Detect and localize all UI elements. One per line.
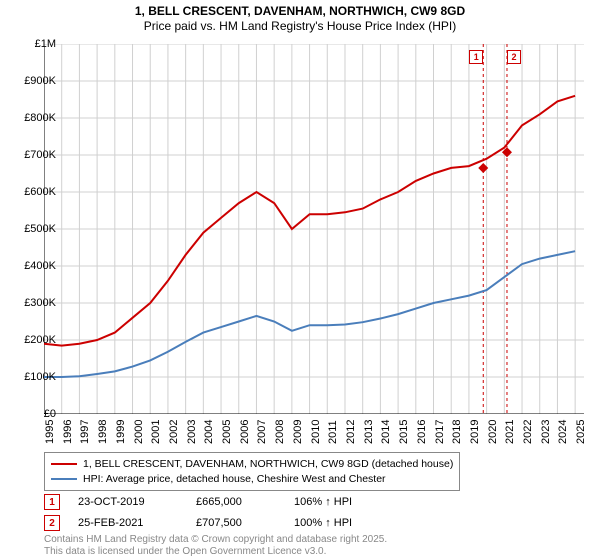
y-tick-label: £800K <box>6 112 56 124</box>
x-tick-label: 2002 <box>168 420 180 444</box>
sale-marker-2: 2 <box>44 515 60 531</box>
sale-pct-2: 100% ↑ HPI <box>294 517 394 529</box>
footer-line2: This data is licensed under the Open Gov… <box>44 546 387 558</box>
title-block: 1, BELL CRESCENT, DAVENHAM, NORTHWICH, C… <box>0 0 600 34</box>
x-tick-label: 2020 <box>487 420 499 444</box>
y-tick-label: £700K <box>6 149 56 161</box>
y-tick-label: £500K <box>6 223 56 235</box>
legend-swatch-price <box>51 463 77 465</box>
y-tick-label: £100K <box>6 371 56 383</box>
x-tick-label: 2025 <box>575 420 587 444</box>
x-tick-label: 2013 <box>363 420 375 444</box>
x-tick-label: 2001 <box>150 420 162 444</box>
x-tick-label: 1997 <box>79 420 91 444</box>
y-tick-label: £600K <box>6 186 56 198</box>
sale-marker-1-label: 1 <box>469 50 483 64</box>
title-subtitle: Price paid vs. HM Land Registry's House … <box>0 19 600 34</box>
x-tick-label: 2008 <box>274 420 286 444</box>
x-tick-label: 2023 <box>540 420 552 444</box>
y-tick-label: £1M <box>6 38 56 50</box>
legend-row-price: 1, BELL CRESCENT, DAVENHAM, NORTHWICH, C… <box>51 457 453 472</box>
x-tick-label: 2011 <box>327 420 339 444</box>
x-tick-label: 1995 <box>44 420 56 444</box>
x-tick-label: 1999 <box>115 420 127 444</box>
x-tick-label: 2024 <box>557 420 569 444</box>
legend-row-hpi: HPI: Average price, detached house, Ches… <box>51 472 453 487</box>
title-address: 1, BELL CRESCENT, DAVENHAM, NORTHWICH, C… <box>0 4 600 19</box>
footer-line1: Contains HM Land Registry data © Crown c… <box>44 534 387 546</box>
x-tick-label: 2010 <box>310 420 322 444</box>
x-tick-label: 2007 <box>256 420 268 444</box>
x-tick-label: 2000 <box>133 420 145 444</box>
x-tick-label: 2018 <box>451 420 463 444</box>
y-tick-label: £200K <box>6 334 56 346</box>
legend-swatch-hpi <box>51 478 77 480</box>
sale-row-2: 2 25-FEB-2021 £707,500 100% ↑ HPI <box>44 515 394 531</box>
x-tick-label: 1996 <box>62 420 74 444</box>
x-tick-label: 2016 <box>416 420 428 444</box>
sale-pct-1: 106% ↑ HPI <box>294 496 394 508</box>
sale-row-1: 1 23-OCT-2019 £665,000 106% ↑ HPI <box>44 494 394 510</box>
x-tick-label: 2005 <box>221 420 233 444</box>
sale-marker-2-label: 2 <box>507 50 521 64</box>
x-tick-label: 2022 <box>522 420 534 444</box>
sale-date-1: 23-OCT-2019 <box>78 496 178 508</box>
x-tick-label: 2015 <box>398 420 410 444</box>
y-tick-label: £300K <box>6 297 56 309</box>
sale-date-2: 25-FEB-2021 <box>78 517 178 529</box>
x-tick-label: 2017 <box>434 420 446 444</box>
x-tick-label: 2003 <box>186 420 198 444</box>
x-tick-label: 2012 <box>345 420 357 444</box>
x-tick-label: 2019 <box>469 420 481 444</box>
x-tick-label: 2009 <box>292 420 304 444</box>
sale-price-1: £665,000 <box>196 496 276 508</box>
y-tick-label: £900K <box>6 75 56 87</box>
chart-container: 1, BELL CRESCENT, DAVENHAM, NORTHWICH, C… <box>0 0 600 560</box>
chart-svg <box>44 44 584 414</box>
y-tick-label: £0 <box>6 408 56 420</box>
legend: 1, BELL CRESCENT, DAVENHAM, NORTHWICH, C… <box>44 452 460 491</box>
y-tick-label: £400K <box>6 260 56 272</box>
x-tick-label: 2021 <box>504 420 516 444</box>
x-tick-label: 2014 <box>380 420 392 444</box>
x-tick-label: 1998 <box>97 420 109 444</box>
x-tick-label: 2004 <box>203 420 215 444</box>
legend-label-price: 1, BELL CRESCENT, DAVENHAM, NORTHWICH, C… <box>83 457 453 472</box>
chart-plot-area <box>44 44 584 414</box>
footer: Contains HM Land Registry data © Crown c… <box>44 534 387 558</box>
sale-price-2: £707,500 <box>196 517 276 529</box>
x-tick-label: 2006 <box>239 420 251 444</box>
legend-label-hpi: HPI: Average price, detached house, Ches… <box>83 472 386 487</box>
sale-marker-1: 1 <box>44 494 60 510</box>
